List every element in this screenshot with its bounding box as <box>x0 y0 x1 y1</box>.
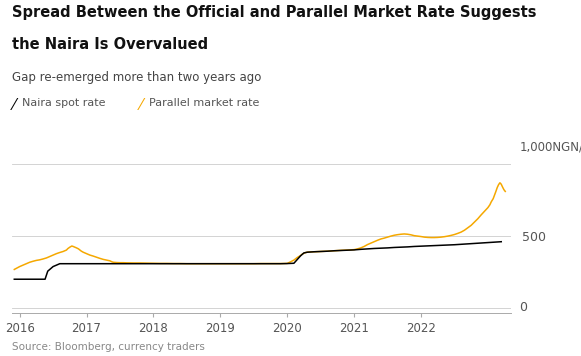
Text: ⁄: ⁄ <box>13 98 15 112</box>
Text: Gap re-emerged more than two years ago: Gap re-emerged more than two years ago <box>12 71 261 84</box>
Text: the Naira Is Overvalued: the Naira Is Overvalued <box>12 37 208 52</box>
Text: Source: Bloomberg, currency traders: Source: Bloomberg, currency traders <box>12 342 205 352</box>
Text: Spread Between the Official and Parallel Market Rate Suggests: Spread Between the Official and Parallel… <box>12 5 536 20</box>
Text: Naira spot rate: Naira spot rate <box>22 98 106 108</box>
Text: Parallel market rate: Parallel market rate <box>149 98 259 108</box>
Text: 1,000NGN/USD: 1,000NGN/USD <box>519 141 581 154</box>
Text: 0: 0 <box>519 301 528 314</box>
Text: ⁄: ⁄ <box>139 98 142 112</box>
